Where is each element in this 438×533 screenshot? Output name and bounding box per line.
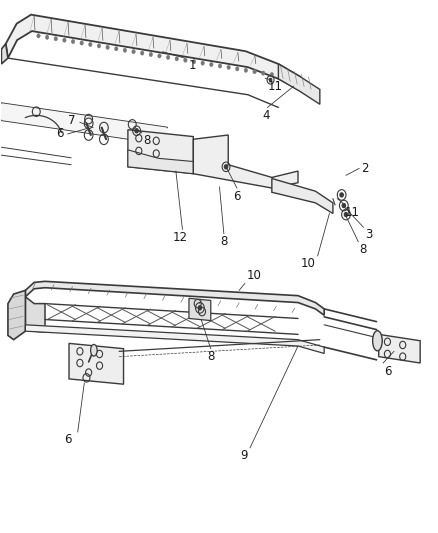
Polygon shape [271,179,332,214]
Text: 9: 9 [240,449,247,463]
Circle shape [80,41,83,45]
Text: 12: 12 [172,231,187,244]
Text: 8: 8 [358,243,366,256]
Circle shape [341,204,345,208]
Text: 6: 6 [233,190,240,203]
Circle shape [175,56,178,61]
Text: 6: 6 [56,127,64,140]
Circle shape [224,165,227,169]
Text: 2: 2 [360,162,368,175]
Circle shape [198,306,201,310]
Polygon shape [25,297,45,332]
Polygon shape [278,64,319,104]
Circle shape [209,62,212,67]
Circle shape [269,72,273,77]
Polygon shape [25,281,323,316]
Circle shape [106,45,109,50]
Circle shape [201,61,204,65]
Ellipse shape [90,344,97,356]
Polygon shape [6,14,300,91]
Circle shape [339,193,343,197]
Polygon shape [69,343,123,384]
Circle shape [343,213,347,216]
Polygon shape [193,135,297,188]
Text: 10: 10 [300,257,315,270]
Text: 6: 6 [384,365,391,377]
Circle shape [140,51,144,55]
Text: 3: 3 [364,228,371,241]
Circle shape [71,39,74,44]
Circle shape [54,37,57,41]
Circle shape [37,34,40,38]
Circle shape [244,68,247,72]
Ellipse shape [372,330,381,351]
Circle shape [123,48,126,52]
Circle shape [183,58,187,62]
Circle shape [166,55,170,60]
Circle shape [114,46,118,51]
Circle shape [45,35,49,39]
Polygon shape [25,325,323,353]
Polygon shape [1,44,8,64]
Text: 10: 10 [246,269,261,282]
Polygon shape [8,290,25,340]
Circle shape [192,60,195,64]
Circle shape [218,64,221,68]
Text: 1: 1 [188,59,196,72]
Circle shape [226,65,230,69]
Polygon shape [1,103,167,144]
Circle shape [268,78,271,82]
Circle shape [149,52,152,56]
Text: 8: 8 [207,350,214,364]
Circle shape [157,54,161,58]
Text: 6: 6 [64,433,72,446]
Polygon shape [378,334,419,363]
Circle shape [97,44,100,48]
Text: 8: 8 [143,134,150,147]
Circle shape [63,38,66,42]
Circle shape [252,70,256,74]
Text: 11: 11 [344,206,359,219]
Text: 7: 7 [68,114,75,127]
Text: 8: 8 [220,235,227,248]
Circle shape [134,128,138,133]
Polygon shape [188,298,210,320]
Polygon shape [127,150,193,174]
Circle shape [88,42,92,46]
Circle shape [261,71,265,75]
Polygon shape [127,130,193,174]
Text: 4: 4 [261,109,269,122]
Circle shape [131,50,135,54]
Circle shape [235,67,238,71]
Text: 11: 11 [267,80,282,93]
